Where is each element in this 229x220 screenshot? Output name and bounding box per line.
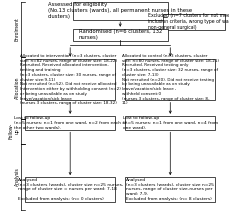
FancyBboxPatch shape [125, 177, 215, 202]
Text: Analysed
(n=3 clusters (wards), cluster size n=25 nurses,
range of cluster size : Analysed (n=3 clusters (wards), cluster … [18, 178, 123, 201]
FancyBboxPatch shape [163, 14, 225, 29]
Text: Analysed
(n=3 clusters (wards), cluster size n=25
nurses, range of cluster size-: Analysed (n=3 clusters (wards), cluster … [126, 178, 214, 201]
FancyBboxPatch shape [73, 2, 168, 20]
FancyBboxPatch shape [25, 177, 115, 202]
Text: Enrolment: Enrolment [14, 18, 19, 41]
Text: Assessed for eligibility
(No.13 clusters (wards), all permanent nurses in these
: Assessed for eligibility (No.13 clusters… [48, 2, 192, 19]
FancyBboxPatch shape [125, 59, 215, 100]
FancyBboxPatch shape [125, 116, 215, 130]
Text: Allocated to intervention (n=3 clusters, cluster
size: n=82 nurses, range of clu: Allocated to intervention (n=3 clusters,… [20, 54, 121, 105]
FancyBboxPatch shape [73, 29, 168, 41]
Text: Lost to follow-up
(n=5 nurses: n=1 from one ward, n=4 from
one ward).: Lost to follow-up (n=5 nurses: n=1 from … [123, 116, 218, 130]
Text: Allocation: Allocation [14, 76, 19, 99]
FancyBboxPatch shape [25, 116, 115, 130]
Text: Excluded (n=7 clusters for not meeting
inclusion criteria, wrong type of ward -
: Excluded (n=7 clusters for not meeting i… [148, 13, 229, 30]
Text: Follow-
up: Follow- up [9, 123, 19, 139]
Text: Analysis: Analysis [14, 168, 19, 186]
Text: Randomised (n=6 clusters, 132
nurses): Randomised (n=6 clusters, 132 nurses) [79, 29, 162, 40]
FancyBboxPatch shape [25, 59, 115, 100]
Text: Lost to follow-up
(n=5 nurses: n=1 from one ward, n=2 from each of
the other two: Lost to follow-up (n=5 nurses: n=1 from … [14, 116, 126, 130]
Text: Allocated to control (n=3 clusters, cluster
size: n=80 nurses, range of cluster : Allocated to control (n=3 clusters, clus… [122, 54, 219, 105]
